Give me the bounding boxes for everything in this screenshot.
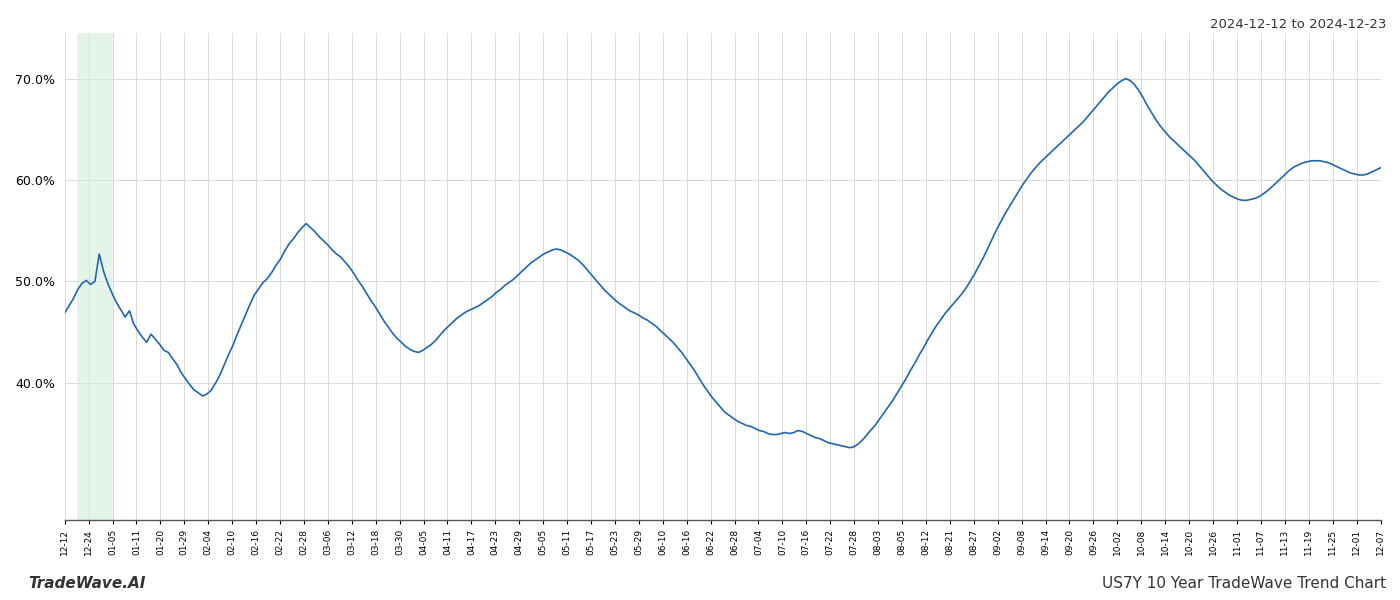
- Text: TradeWave.AI: TradeWave.AI: [28, 576, 146, 591]
- Bar: [77, 33, 112, 520]
- Text: US7Y 10 Year TradeWave Trend Chart: US7Y 10 Year TradeWave Trend Chart: [1102, 576, 1386, 591]
- Text: 2024-12-12 to 2024-12-23: 2024-12-12 to 2024-12-23: [1210, 18, 1386, 31]
